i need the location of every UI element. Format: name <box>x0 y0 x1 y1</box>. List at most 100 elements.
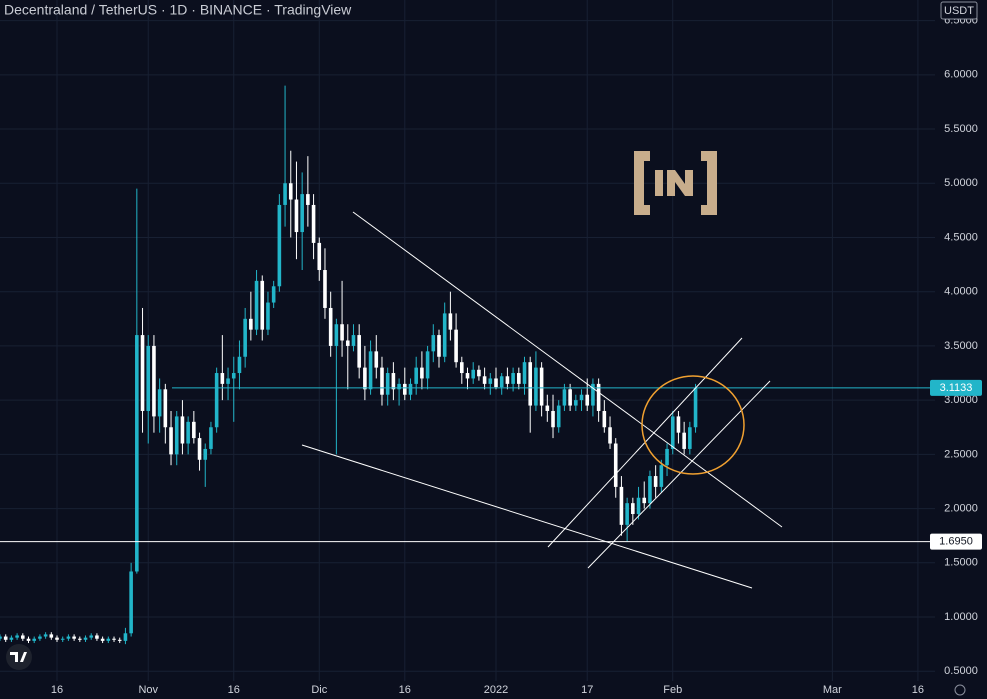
candle-body <box>431 335 436 352</box>
candle-body <box>135 335 139 572</box>
candle-body <box>129 571 133 634</box>
candle-body <box>311 204 316 243</box>
candle-body <box>397 383 401 390</box>
y-tick-label: 4.0000 <box>944 286 978 298</box>
price-label-box <box>930 533 982 550</box>
candle-body <box>32 638 37 641</box>
y-tick-label: 3.0000 <box>944 394 978 406</box>
candle-body <box>260 280 265 330</box>
y-tick-label: 2.0000 <box>944 502 978 514</box>
candle-body <box>477 369 481 377</box>
candle-body <box>157 389 162 417</box>
candle-body <box>26 638 31 641</box>
candle-body <box>123 633 128 641</box>
y-tick-label: 1.0000 <box>944 611 978 623</box>
x-tick-label: 16 <box>399 684 411 696</box>
candle-body <box>659 465 664 487</box>
candle-body <box>517 373 521 384</box>
candle-body <box>55 637 59 640</box>
candle-body <box>385 373 390 395</box>
highlight-circle <box>641 375 745 475</box>
candle-body <box>613 443 618 487</box>
candle-body <box>78 638 82 640</box>
candle-body <box>38 636 42 639</box>
candle-body <box>249 318 253 330</box>
candle-body <box>214 373 219 428</box>
candle-body <box>591 383 595 406</box>
candle-body <box>391 373 396 390</box>
candle-body <box>146 345 151 411</box>
candle-body <box>254 280 259 330</box>
x-tick-label: Dic <box>311 684 327 696</box>
candle-body <box>420 367 424 379</box>
candle-body <box>653 476 658 487</box>
candle-body <box>602 410 607 428</box>
candle-body <box>243 318 247 357</box>
candle-body <box>562 389 567 406</box>
candle-body <box>579 394 584 401</box>
candle-body <box>334 324 339 346</box>
candle-body <box>174 416 179 455</box>
candle-body <box>670 416 675 449</box>
drawings <box>301 151 783 589</box>
chart-title: Decentraland / TetherUS · 1D · BINANCE ·… <box>4 2 352 18</box>
candle-body <box>66 636 71 639</box>
logo <box>634 151 717 215</box>
candle-body <box>83 637 88 640</box>
candle-body <box>60 638 65 640</box>
x-tick-label: 17 <box>581 684 593 696</box>
candle-body <box>288 183 293 200</box>
candle-body <box>363 367 367 390</box>
candle-body <box>596 383 601 411</box>
candle-body <box>402 383 407 395</box>
candle-body <box>608 427 612 444</box>
currency-label: USDT <box>944 5 974 17</box>
candle-body <box>21 635 25 639</box>
candle-body <box>317 242 322 271</box>
settings-icon[interactable] <box>954 684 966 696</box>
price-axis <box>935 0 987 699</box>
candle-body <box>186 421 190 444</box>
candle-body <box>306 194 310 205</box>
candle-body <box>459 362 464 374</box>
candle-body <box>300 194 304 233</box>
candle-body <box>49 634 54 638</box>
candle-body <box>231 373 236 379</box>
price-label-box <box>930 379 982 396</box>
candle-body <box>220 373 225 384</box>
candle-body <box>89 635 94 638</box>
candle-body <box>340 324 344 341</box>
x-tick-label: 16 <box>228 684 240 696</box>
candle-body <box>551 410 555 428</box>
currency-badge <box>940 1 978 20</box>
candle-body <box>448 313 453 330</box>
candle-body <box>482 376 487 384</box>
candle-body <box>140 335 145 411</box>
candle-body <box>505 376 510 384</box>
price-label: 3.1133 <box>940 382 973 394</box>
candle-body <box>112 638 116 640</box>
candle-body <box>454 329 458 363</box>
candle-body <box>437 335 441 357</box>
candle-body <box>15 635 19 638</box>
candle-body <box>682 432 686 449</box>
candle-body <box>209 427 213 449</box>
candle-body <box>357 335 361 368</box>
candle-body <box>488 378 493 384</box>
candle-body <box>163 389 168 428</box>
candle-body <box>631 503 635 515</box>
x-tick-label: Nov <box>138 684 158 696</box>
candle-body <box>106 638 111 641</box>
candle-body <box>636 497 641 515</box>
candle-body <box>237 356 242 374</box>
candle-body <box>539 367 544 406</box>
candle-body <box>152 345 156 417</box>
candle-body <box>693 387 698 428</box>
candle-body <box>648 476 652 504</box>
candle-body <box>180 416 185 444</box>
channel-line <box>587 380 771 569</box>
candle-body <box>203 448 208 460</box>
candle-body <box>568 389 572 406</box>
candle-body <box>545 405 550 411</box>
